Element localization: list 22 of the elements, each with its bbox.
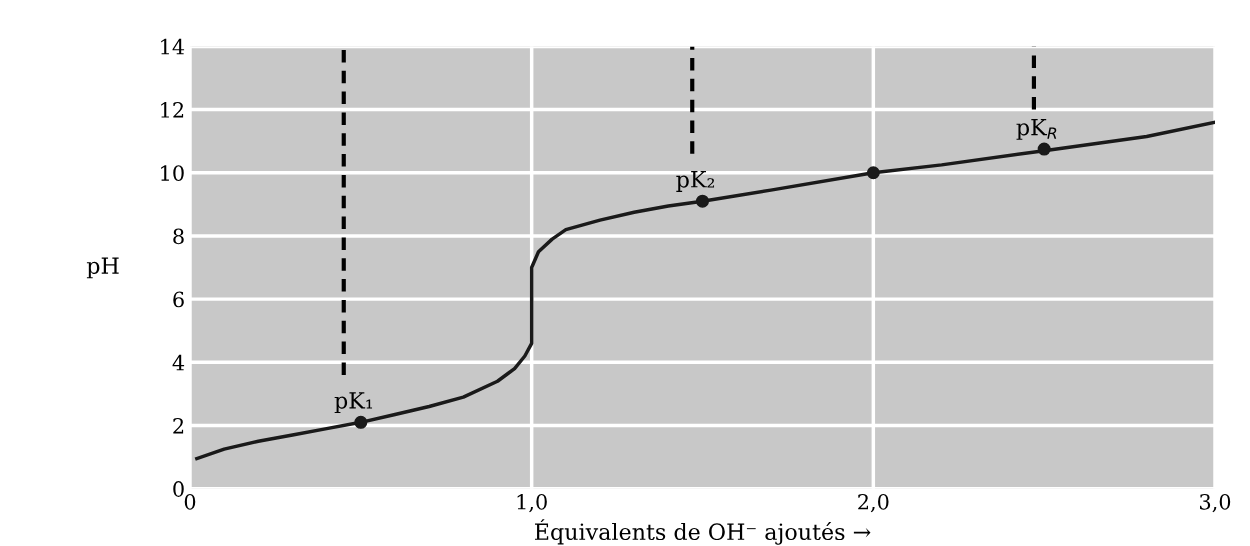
x-tick-label: 1,0 [517, 493, 547, 513]
y-tick-label: 6 [173, 291, 184, 308]
point [866, 166, 880, 180]
y-tick-label: 12 [161, 102, 184, 118]
x-tick-label: 2,0 [858, 493, 889, 513]
y-tick-label: 10 [161, 165, 184, 181]
x-axis-title: Équivalents de OH⁻ ajoutés → [534, 519, 871, 545]
point [695, 194, 710, 208]
y-tick-label: 4 [172, 354, 185, 371]
y-axis-title: pH [86, 257, 119, 279]
point [1037, 142, 1051, 156]
annotation: pK₁ [334, 392, 373, 414]
point [354, 415, 368, 429]
y-tick-label: 8 [173, 228, 184, 245]
annotation: pK$_{R}$ [1016, 118, 1057, 140]
y-tick-label: 2 [173, 417, 184, 434]
x-tick-label: 0 [184, 493, 196, 510]
line-series [195, 120, 1215, 461]
x-tick-label: 3,0 [1200, 493, 1231, 513]
y-tick-label: 0 [173, 481, 184, 497]
annotation: pK₂ [676, 171, 715, 192]
y-tick-label: 14 [161, 38, 185, 55]
